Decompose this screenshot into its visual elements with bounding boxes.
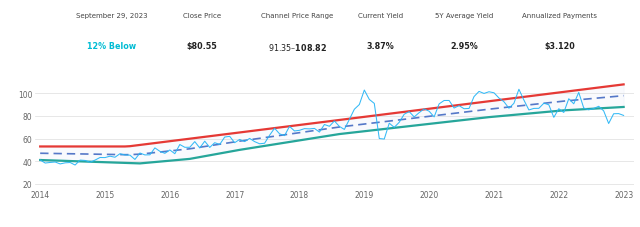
Text: $80.55: $80.55 [186,42,217,50]
Text: Current Yield: Current Yield [358,13,403,19]
Text: Channel Price Range: Channel Price Range [262,13,333,19]
Text: 12% Below: 12% Below [88,42,136,50]
Text: Annualized Payments: Annualized Payments [522,13,598,19]
Text: Close Price: Close Price [182,13,221,19]
Text: 2.95%: 2.95% [450,42,478,50]
Text: 3.87%: 3.87% [367,42,395,50]
Text: $3.120: $3.120 [545,42,575,50]
Text: September 29, 2023: September 29, 2023 [76,13,148,19]
Text: 5Y Average Yield: 5Y Average Yield [435,13,493,19]
Text: $91.35 – $108.82: $91.35 – $108.82 [268,42,327,52]
